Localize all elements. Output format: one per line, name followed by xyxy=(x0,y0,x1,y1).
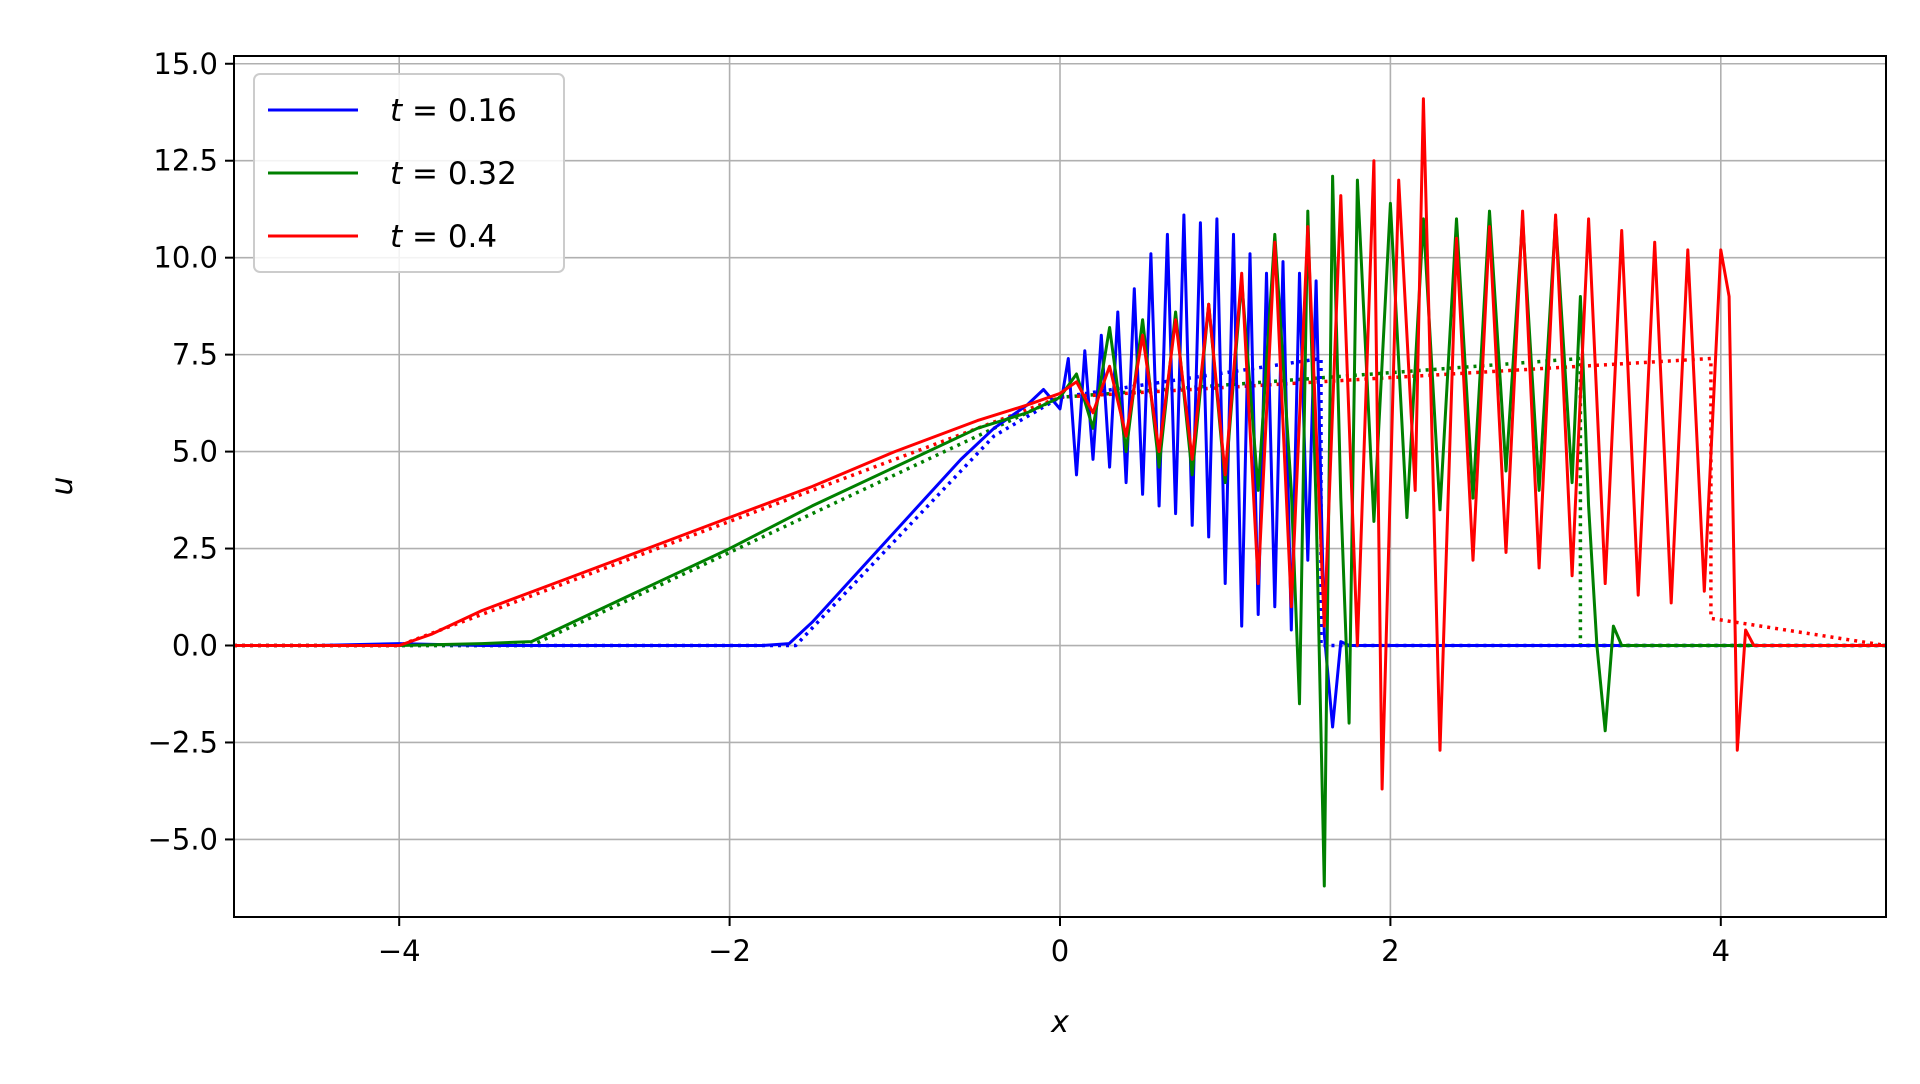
y-tick-label: −2.5 xyxy=(148,725,218,759)
y-tick-label: −5.0 xyxy=(148,822,218,856)
tick-layer: −4 −2 0 2 4 −5.0 −2.5 0.0 2.5 5.0 7.5 10.0 12.5 15.0 xyxy=(148,47,1730,968)
legend-label: t = 0.16 xyxy=(390,93,517,129)
legend-box xyxy=(253,73,565,273)
reference-line xyxy=(234,356,1886,648)
x-tick-label: 0 xyxy=(1051,934,1069,968)
y-tick-label: 15.0 xyxy=(153,47,218,81)
x-tick-label: −4 xyxy=(378,934,421,968)
legend-label: t = 0.32 xyxy=(390,156,517,192)
y-axis-label: u xyxy=(45,476,80,495)
series-line xyxy=(234,97,1886,791)
y-tick-label: 5.0 xyxy=(172,435,218,469)
y-tick-label: 0.0 xyxy=(172,629,218,663)
series-line xyxy=(234,174,1886,888)
y-tick-label: 10.0 xyxy=(153,241,218,275)
legend: t = 0.16 t = 0.32 t = 0.4 xyxy=(253,73,565,273)
y-tick-label: 12.5 xyxy=(153,144,218,178)
y-tick-label: 7.5 xyxy=(172,338,218,372)
legend-label: t = 0.4 xyxy=(390,219,497,255)
x-tick-label: 2 xyxy=(1381,934,1399,968)
x-tick-label: −2 xyxy=(708,934,751,968)
y-tick-label: 2.5 xyxy=(172,532,218,566)
series-line xyxy=(234,213,1886,729)
series-layer xyxy=(234,97,1886,888)
x-tick-label: 4 xyxy=(1712,934,1730,968)
x-axis-label: x xyxy=(1050,1005,1069,1040)
